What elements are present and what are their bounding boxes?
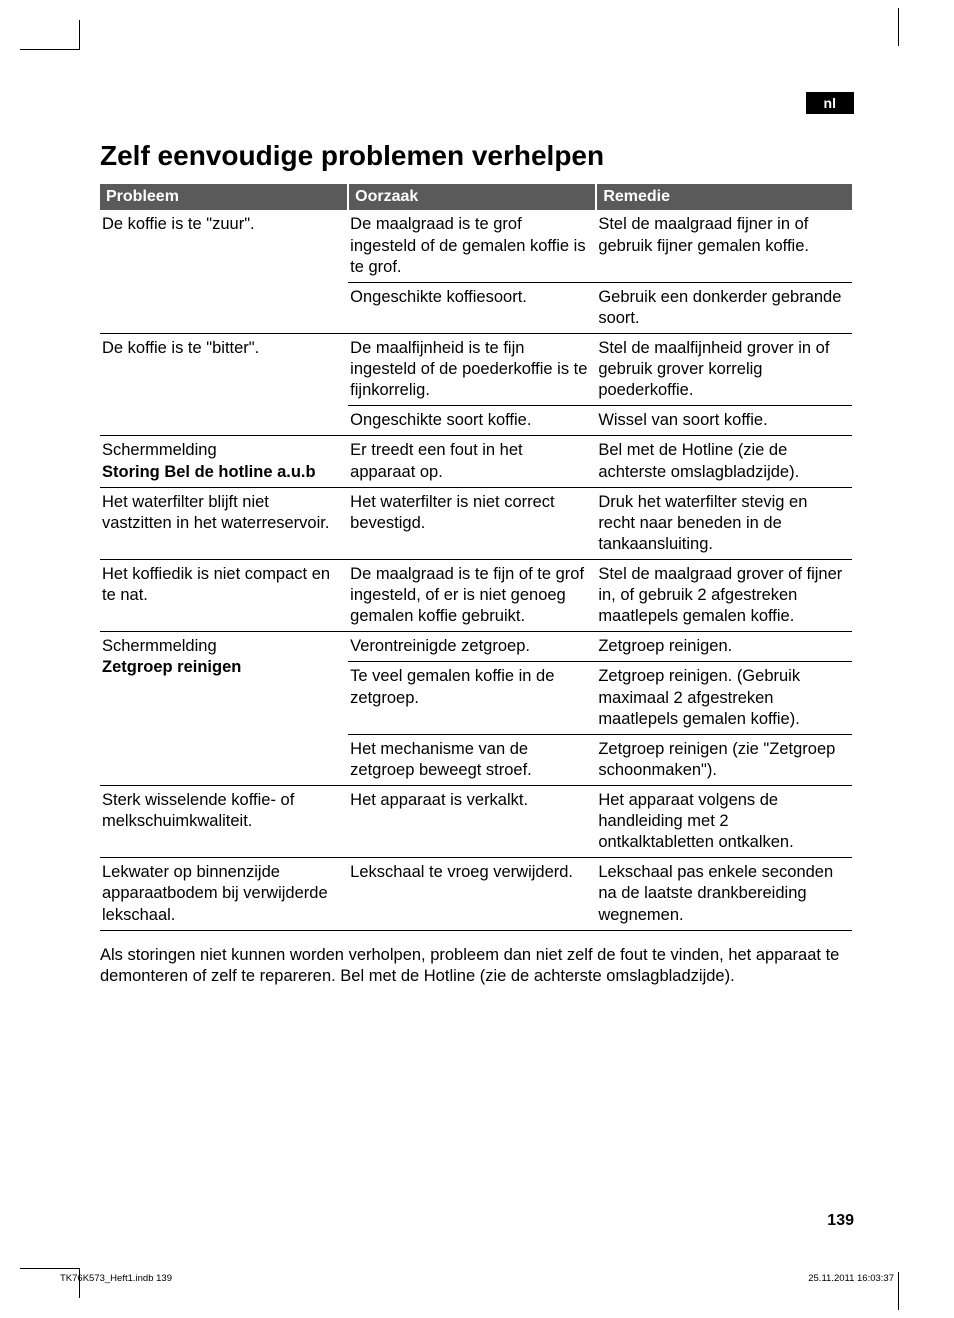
cell-remedy: Het apparaat volgens de handleiding met … [596,785,852,857]
cell-remedy: Zetgroep reinigen. [596,632,852,662]
problem-text: Schermmelding [102,636,340,657]
cell-problem: Sterk wisselende koffie- of melkschuimkw… [100,785,348,857]
cell-cause: Verontreinigde zetgroep. [348,632,596,662]
problem-text: Lekwater op binnenzijde apparaatbodem bi… [102,862,340,925]
cell-cause: Het apparaat is verkalkt. [348,785,596,857]
problem-text: Sterk wisselende koffie- of melkschuimkw… [102,790,340,832]
cell-cause: Ongeschikte koffiesoort. [348,282,596,333]
cell-cause: Er treedt een fout in het apparaat op. [348,436,596,487]
cell-problem: De koffie is te "bitter". [100,334,348,436]
table-row: Het koffiedik is niet compact en te nat.… [100,560,852,632]
cell-cause: De maalfijnheid is te fijn ingesteld of … [348,334,596,406]
header-cause: Oorzaak [348,184,596,210]
troubleshooting-table: Probleem Oorzaak Remedie De koffie is te… [100,184,852,931]
cell-remedy: Druk het waterfilter stevig en recht naa… [596,487,852,559]
table-header-row: Probleem Oorzaak Remedie [100,184,852,210]
footnote: Als storingen niet kunnen worden verholp… [100,945,852,987]
problem-text: Het waterfilter blijft niet vastzitten i… [102,492,340,534]
cell-cause: Ongeschikte soort koffie. [348,406,596,436]
problem-text: De koffie is te "bitter". [102,338,340,359]
cell-remedy: Bel met de Hotline (zie de achterste oms… [596,436,852,487]
cell-remedy: Stel de maalgraad grover of fijner in, o… [596,560,852,632]
cell-cause: De maalgraad is te grof ingesteld of de … [348,210,596,282]
table-row: Het waterfilter blijft niet vastzitten i… [100,487,852,559]
problem-bold-text: Zetgroep reinigen [102,657,340,678]
cell-problem: SchermmeldingZetgroep reinigen [100,632,348,786]
cell-remedy: Zetgroep reinigen. (Gebruik maximaal 2 a… [596,662,852,734]
cell-remedy: Zetgroep reinigen (zie "Zetgroep schoonm… [596,734,852,785]
page-title: Zelf eenvoudige problemen verhelpen [100,140,852,172]
cell-remedy: Stel de maalfijnheid grover in of gebrui… [596,334,852,406]
problem-text: De koffie is te "zuur". [102,214,340,235]
cell-remedy: Lekschaal pas enkele seconden na de laat… [596,858,852,930]
crop-mark-tr [898,8,899,46]
cell-remedy: Gebruik een donkerder gebrande soort. [596,282,852,333]
problem-text: Schermmelding [102,440,340,461]
cell-cause: Het mechanisme van de zetgroep beweegt s… [348,734,596,785]
table-row: Sterk wisselende koffie- of melkschuimkw… [100,785,852,857]
cell-remedy: Wissel van soort koffie. [596,406,852,436]
page-content: Zelf eenvoudige problemen verhelpen Prob… [100,140,852,987]
cell-remedy: Stel de maalgraad fijner in of gebruik f… [596,210,852,282]
cell-problem: SchermmeldingStoring Bel de hotline a.u.… [100,436,348,487]
header-remedy: Remedie [596,184,852,210]
footer-timestamp: 25.11.2011 16:03:37 [808,1273,894,1284]
cell-cause: De maalgraad is te fijn of te grof inges… [348,560,596,632]
crop-mark-tl [20,20,80,50]
cell-problem: Het waterfilter blijft niet vastzitten i… [100,487,348,559]
crop-mark-br [898,1272,899,1310]
language-tag: nl [806,92,854,114]
table-row: De koffie is te "zuur". De maalgraad is t… [100,210,852,282]
table-row: SchermmeldingZetgroep reinigenVerontrein… [100,632,852,662]
problem-bold-text: Storing Bel de hotline a.u.b [102,462,340,483]
footer-file-info: TK76K573_Heft1.indb 139 [60,1273,172,1284]
table-row: Lekwater op binnenzijde apparaatbodem bi… [100,858,852,930]
page-number: 139 [827,1212,854,1230]
table-row: De koffie is te "bitter". De maalfijnheid… [100,334,852,406]
cell-problem: Het koffiedik is niet compact en te nat. [100,560,348,632]
table-row: SchermmeldingStoring Bel de hotline a.u.… [100,436,852,487]
cell-cause: Het waterfilter is niet correct bevestig… [348,487,596,559]
cell-problem: De koffie is te "zuur". [100,210,348,333]
cell-problem: Lekwater op binnenzijde apparaatbodem bi… [100,858,348,930]
header-problem: Probleem [100,184,348,210]
problem-text: Het koffiedik is niet compact en te nat. [102,564,340,606]
cell-cause: Lekschaal te vroeg verwijderd. [348,858,596,930]
cell-cause: Te veel gemalen koffie in de zetgroep. [348,662,596,734]
